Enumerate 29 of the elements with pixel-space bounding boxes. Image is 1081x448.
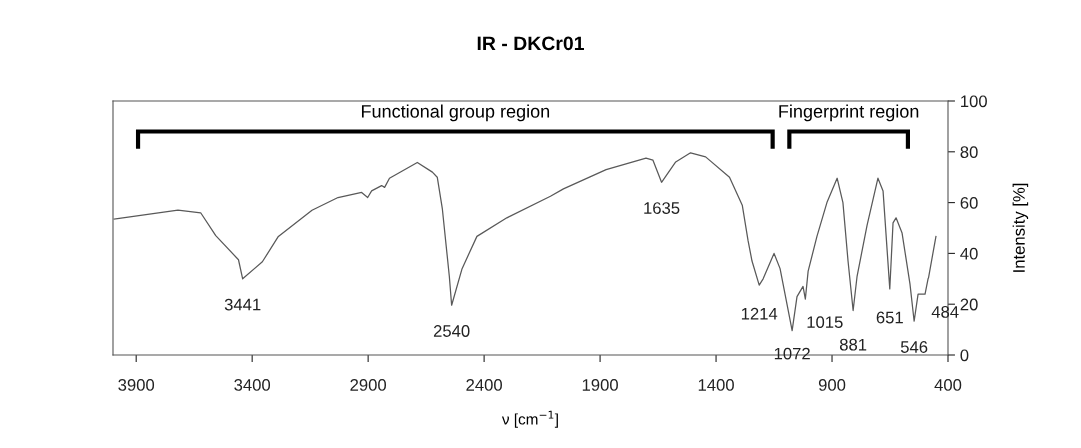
x-tick-label: 2900 (350, 379, 387, 391)
y-tick-label: 20 (960, 298, 978, 311)
y-tick-label: 100 (961, 95, 987, 108)
annotation: 1015 (807, 316, 843, 329)
x-tick-label: 2400 (466, 379, 502, 391)
x-tick-label: 3900 (118, 379, 155, 391)
annotation: 484 (931, 306, 959, 318)
x-axis-title: ν [cm$^{−1}$] (501, 410, 558, 428)
annotation: 546 (900, 341, 928, 353)
annotation: 1635 (644, 202, 680, 214)
y-tick-label: 60 (960, 197, 978, 209)
annotation: 3441 (224, 298, 261, 311)
x-tick-label: 900 (818, 379, 846, 391)
y-axis-title: Intensity [%] (1012, 183, 1029, 272)
y-tick-label: 40 (960, 247, 978, 260)
x-tick-label: 1400 (698, 379, 734, 391)
x-tick-label: 1900 (582, 379, 618, 391)
annotation: 881 (839, 338, 867, 351)
annotation: Fingerprint region (779, 104, 919, 122)
annotation: 651 (876, 311, 903, 324)
annotation: 1214 (741, 307, 778, 320)
annotation: Functional group region (361, 104, 550, 122)
annotation: 1072 (774, 347, 810, 360)
y-tick-label: 80 (960, 146, 978, 158)
chart-title: IR - DKCr01 (477, 36, 584, 51)
annotation: 2540 (433, 325, 470, 337)
y-tick-label: 0 (960, 349, 969, 362)
x-tick-label: 3400 (234, 379, 271, 391)
x-tick-label: 400 (934, 379, 962, 391)
